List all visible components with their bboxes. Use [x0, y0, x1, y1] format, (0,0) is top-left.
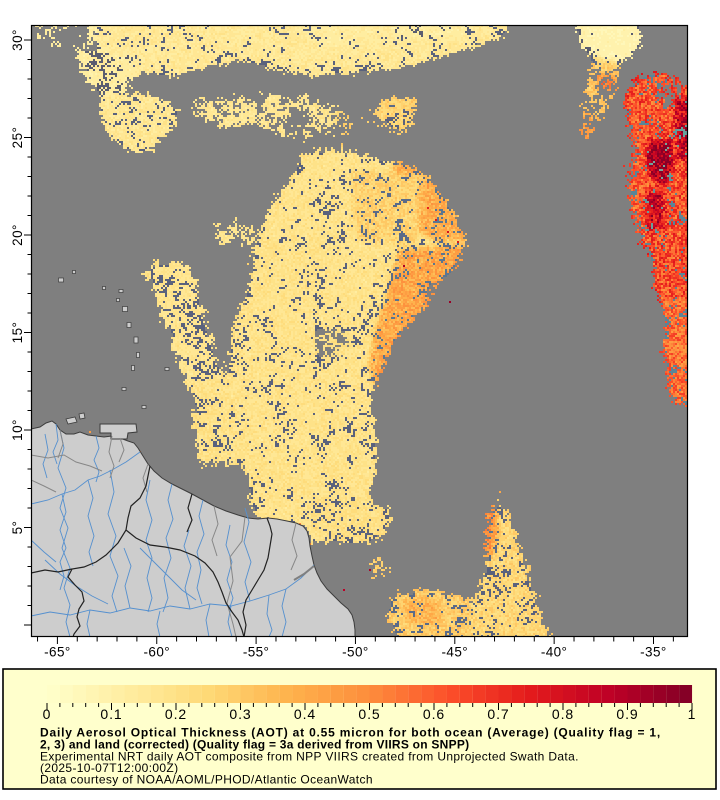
- svg-text:0.7: 0.7: [487, 706, 509, 722]
- svg-text:-35°: -35°: [640, 645, 667, 660]
- svg-text:-65°: -65°: [44, 645, 71, 660]
- svg-text:-55°: -55°: [243, 645, 270, 660]
- svg-text:Daily Aerosol Optical Thicknes: Daily Aerosol Optical Thickness (AOT) at…: [40, 725, 661, 739]
- svg-text:-50°: -50°: [342, 645, 369, 660]
- svg-text:Data courtesy of NOAA/AOML/PHO: Data courtesy of NOAA/AOML/PHOD/Atlantic…: [40, 773, 373, 787]
- svg-text:5°: 5°: [10, 521, 25, 535]
- svg-text:10°: 10°: [10, 419, 25, 441]
- svg-text:20°: 20°: [10, 224, 25, 246]
- svg-text:-60°: -60°: [144, 645, 171, 660]
- svg-text:2, 3) and land (corrected) (Qu: 2, 3) and land (corrected) (Quality flag…: [40, 737, 469, 751]
- svg-text:0.9: 0.9: [616, 706, 638, 722]
- svg-text:0.8: 0.8: [552, 706, 574, 722]
- svg-text:0.4: 0.4: [294, 706, 316, 722]
- svg-text:0.5: 0.5: [358, 706, 380, 722]
- svg-text:0.3: 0.3: [229, 706, 251, 722]
- svg-text:15°: 15°: [10, 322, 25, 344]
- svg-text:-45°: -45°: [442, 645, 469, 660]
- svg-text:0: 0: [43, 706, 52, 722]
- svg-text:25°: 25°: [10, 127, 25, 149]
- svg-text:Experimental NRT daily AOT com: Experimental NRT daily AOT composite fro…: [40, 749, 579, 763]
- svg-text:0.6: 0.6: [423, 706, 445, 722]
- svg-text:1: 1: [688, 706, 697, 722]
- svg-text:0.2: 0.2: [165, 706, 187, 722]
- svg-text:(2025-10-07T12:00:00Z): (2025-10-07T12:00:00Z): [40, 761, 178, 775]
- svg-text:30°: 30°: [10, 29, 25, 51]
- svg-text:-40°: -40°: [541, 645, 568, 660]
- svg-text:0.1: 0.1: [100, 706, 122, 722]
